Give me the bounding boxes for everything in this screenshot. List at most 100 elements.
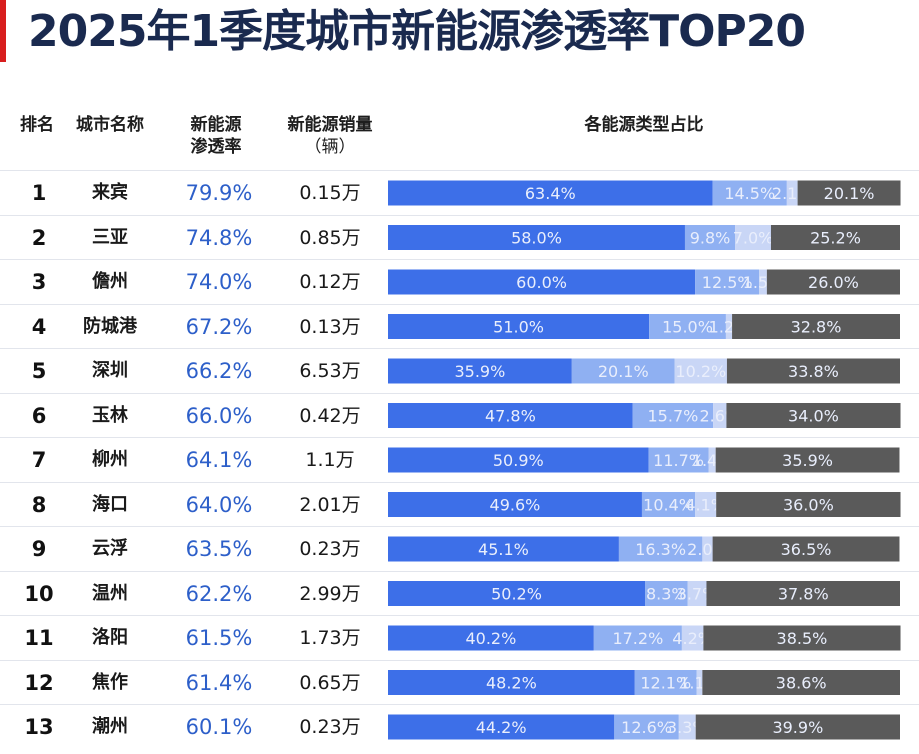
rank-cell: 13 (24, 715, 54, 739)
bar-label-4: 33.8% (788, 362, 839, 381)
bar-label-2: 12.6% (621, 718, 672, 737)
bar-segment-4 (695, 714, 900, 740)
city-cell: 海口 (92, 493, 128, 515)
bar-label-1: 35.9% (454, 362, 505, 381)
bar-segment-2 (649, 314, 726, 339)
bar-segment-4 (702, 670, 900, 695)
bar-label-4: 25.2% (810, 229, 861, 248)
city-cell: 防城港 (83, 315, 137, 337)
sales-cell: 0.65万 (299, 671, 361, 694)
city-cell: 温州 (92, 582, 128, 604)
bar-label-1: 51.0% (493, 318, 544, 337)
table-row: 1 来宾 79.9% 0.15万 (0, 170, 919, 215)
header-sales: 新能源销量 （辆） (270, 114, 390, 158)
bar-segment-2 (618, 536, 703, 562)
bar-segment-4 (703, 625, 901, 651)
bar-segment-2 (571, 358, 675, 384)
bar-segment-3 (678, 714, 696, 740)
bar-segment-4 (706, 581, 900, 606)
penetration-cell: 79.9% (185, 181, 253, 205)
sales-cell: 2.01万 (299, 493, 361, 516)
sales-cell: 0.12万 (299, 271, 361, 293)
bar-segment-1 (388, 180, 713, 206)
bar-label-1: 50.2% (491, 585, 542, 604)
rank-cell: 7 (31, 448, 47, 472)
sales-cell: 0.23万 (299, 538, 361, 560)
header-penetration: 新能源 渗透率 (170, 114, 262, 158)
bar-label-1: 45.1% (478, 540, 529, 559)
bar-segment-3 (702, 536, 713, 562)
bar-label-1: 63.4% (525, 184, 576, 203)
bar-segment-2 (648, 447, 709, 473)
penetration-cell: 62.2% (185, 581, 253, 606)
bar-segment-1 (388, 670, 635, 695)
bar-segment-4 (726, 403, 901, 428)
bar-label-2: 15.7% (648, 407, 699, 426)
header-penetration-line2: 渗透率 (190, 137, 242, 157)
header-rank: 排名 (20, 115, 54, 135)
bar-label-2: 14.5% (724, 184, 775, 203)
table-header: 排名 城市名称 新能源 渗透率 新能源销量 （辆） 各能源类型占比 (0, 110, 919, 168)
sales-cell: 0.15万 (299, 182, 361, 204)
rank-cell: 9 (31, 537, 47, 561)
bar-segment-2 (632, 403, 714, 428)
page-title: 2025年1季度城市新能源渗透率TOP20 (28, 6, 806, 57)
penetration-cell: 67.2% (185, 314, 253, 339)
rank-cell: 10 (24, 581, 54, 606)
bar-label-1: 47.8% (485, 407, 536, 426)
bar-segment-2 (684, 225, 736, 250)
penetration-cell: 61.5% (185, 626, 253, 650)
bar-label-2: 12.1% (640, 674, 691, 693)
table-row: 9 云浮 63.5% 0.23万 (0, 526, 919, 571)
rank-cell: 1 (31, 181, 47, 205)
bar-label-3: 4.1% (685, 496, 726, 515)
sales-cell: 0.42万 (299, 404, 361, 427)
city-cell: 焦作 (92, 671, 128, 693)
bar-label-4: 26.0% (808, 273, 859, 292)
bar-segment-1 (388, 536, 619, 562)
table-row: 10 温州 62.2% 2.99万 (0, 570, 919, 616)
bar-segment-3 (687, 581, 707, 606)
penetration-cell: 66.2% (185, 359, 253, 383)
city-cell: 玉林 (92, 404, 128, 426)
bar-label-2: 17.2% (612, 629, 663, 648)
table-row: 6 玉林 66.0% 0.42万 (0, 392, 919, 438)
header-city: 城市名称 (76, 115, 144, 135)
bar-segment-4 (770, 225, 900, 250)
rank-cell: 8 (31, 492, 47, 517)
bar-segment-3 (759, 269, 767, 295)
table-row: 7 柳州 64.1% 1.1万 (0, 437, 919, 482)
rank-cell: 12 (24, 670, 54, 695)
bar-segment-1 (388, 492, 642, 517)
bar-label-3: 4.2% (672, 629, 713, 648)
bar-segment-2 (614, 714, 679, 740)
table-row: 2 三亚 74.8% 0.85万 (0, 214, 919, 260)
bar-segment-3 (696, 670, 703, 695)
bar-segment-1 (388, 581, 646, 606)
bar-label-1: 40.2% (465, 629, 516, 648)
penetration-cell: 61.4% (185, 670, 253, 695)
city-cell: 儋州 (92, 271, 128, 292)
bar-segment-2 (634, 670, 697, 695)
city-cell: 来宾 (92, 182, 128, 203)
bar-segment-3 (695, 492, 717, 517)
sales-cell: 0.85万 (299, 226, 361, 249)
bar-segment-4 (732, 314, 900, 339)
bar-segment-3 (786, 180, 798, 206)
bar-label-2: 12.5% (702, 273, 753, 292)
city-cell: 云浮 (92, 538, 128, 559)
bar-segment-3 (708, 447, 716, 473)
city-cell: 三亚 (92, 226, 128, 248)
bar-segment-1 (388, 625, 594, 651)
bar-label-1: 44.2% (476, 718, 527, 737)
bar-label-4: 34.0% (788, 407, 839, 426)
sales-cell: 6.53万 (299, 360, 361, 382)
table-row: 3 儋州 74.0% 0.12万 (0, 259, 919, 304)
bar-segment-1 (388, 225, 685, 250)
bar-segment-4 (715, 447, 900, 473)
bar-segment-4 (797, 180, 901, 206)
accent-bar (0, 0, 6, 62)
bar-segment-3 (725, 314, 733, 339)
bar-label-1: 58.0% (511, 229, 562, 248)
